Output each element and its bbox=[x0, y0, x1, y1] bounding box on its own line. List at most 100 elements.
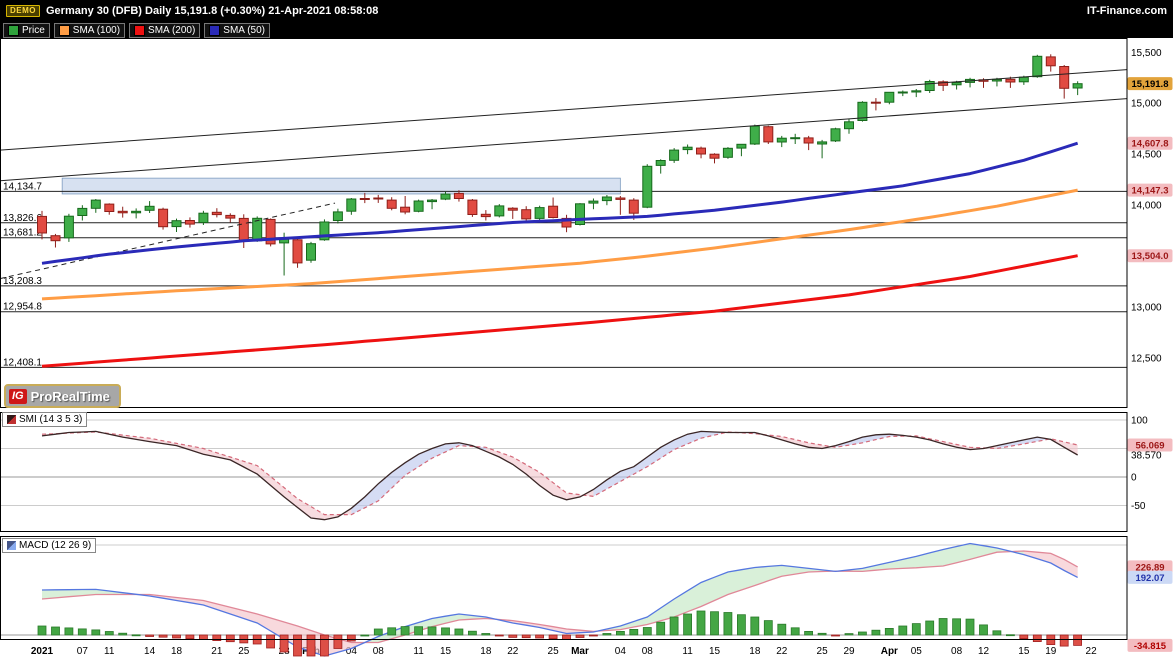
macd-indicator-chip[interactable]: MACD (12 26 9) bbox=[2, 538, 97, 553]
sma200-swatch-icon bbox=[134, 24, 146, 36]
price-swatch-icon bbox=[8, 24, 19, 36]
svg-text:56.069: 56.069 bbox=[1135, 441, 1164, 452]
price-tick: 12,500 bbox=[1131, 354, 1162, 365]
level-label: 14,134.7 bbox=[3, 181, 42, 192]
price-tick: 13,000 bbox=[1131, 303, 1162, 314]
trendline bbox=[0, 98, 1128, 182]
svg-text:Mar: Mar bbox=[571, 646, 589, 657]
level-label: 13,681.2 bbox=[3, 228, 42, 239]
smi-signal-line bbox=[41, 431, 1078, 516]
svg-text:15: 15 bbox=[709, 646, 721, 657]
prorealtime-label: ProRealTime bbox=[30, 388, 110, 404]
svg-text:05: 05 bbox=[911, 646, 923, 657]
svg-text:14,607.8: 14,607.8 bbox=[1132, 139, 1169, 150]
axis-badge: 13,504.0 bbox=[1127, 249, 1173, 263]
prorealtime-watermark: IG ProRealTime bbox=[4, 384, 121, 408]
svg-text:18: 18 bbox=[480, 646, 492, 657]
svg-text:04: 04 bbox=[346, 646, 358, 657]
sma100-swatch-icon bbox=[58, 24, 70, 36]
axis-badge: 15,191.8 bbox=[1127, 77, 1173, 91]
axis-badge: -34.815 bbox=[1127, 638, 1173, 652]
svg-text:08: 08 bbox=[373, 646, 385, 657]
sma-50-line bbox=[41, 141, 1079, 265]
svg-text:08: 08 bbox=[642, 646, 654, 657]
svg-text:11: 11 bbox=[104, 646, 115, 657]
svg-text:29: 29 bbox=[843, 646, 855, 657]
smi-label: SMI (14 3 5 3) bbox=[19, 414, 83, 425]
svg-text:11: 11 bbox=[413, 646, 424, 657]
svg-text:22: 22 bbox=[1086, 646, 1098, 657]
price-panel: 14,134.7 13,826.6 13,681.2 13,208.3 12,954.8… bbox=[0, 38, 1173, 408]
level-label: 12,954.8 bbox=[3, 302, 42, 313]
svg-text:22: 22 bbox=[776, 646, 788, 657]
legend-sma-100[interactable]: SMA (100) bbox=[53, 22, 126, 38]
sma50-swatch-icon bbox=[209, 24, 221, 36]
svg-text:25: 25 bbox=[238, 646, 250, 657]
smi-main-line bbox=[41, 430, 1078, 521]
dashed-trendline bbox=[0, 202, 336, 280]
macd-histogram bbox=[37, 610, 1082, 657]
svg-text:08: 08 bbox=[951, 646, 963, 657]
price-tick: 15,000 bbox=[1131, 99, 1162, 110]
brand-label: IT-Finance.com bbox=[1086, 5, 1167, 17]
header-bar: DEMO Germany 30 (DFB) Daily 15,191.8 (+0… bbox=[0, 0, 1173, 22]
svg-text:192.07: 192.07 bbox=[1135, 573, 1164, 584]
axis-badge: 56.069 bbox=[1127, 438, 1173, 452]
sma-100-line bbox=[41, 188, 1078, 301]
svg-text:12: 12 bbox=[978, 646, 990, 657]
svg-text:14: 14 bbox=[144, 646, 156, 657]
svg-text:04: 04 bbox=[615, 646, 627, 657]
svg-text:21: 21 bbox=[211, 646, 223, 657]
smi-tick: 0 bbox=[1131, 472, 1137, 483]
highlight-band bbox=[61, 177, 621, 195]
svg-text:18: 18 bbox=[749, 646, 761, 657]
svg-text:2021: 2021 bbox=[31, 646, 54, 657]
svg-text:15: 15 bbox=[440, 646, 452, 657]
axis-badge: 192.07 bbox=[1127, 570, 1173, 584]
legend-price-label: Price bbox=[22, 24, 45, 36]
svg-text:13,504.0: 13,504.0 bbox=[1132, 251, 1169, 262]
svg-text:11: 11 bbox=[682, 646, 693, 657]
level-label: 13,208.3 bbox=[3, 276, 42, 287]
smi-value-label: 38.570 bbox=[1131, 451, 1162, 462]
smi-tick: 100 bbox=[1131, 415, 1148, 426]
svg-text:15: 15 bbox=[1018, 646, 1030, 657]
price-tick: 14,000 bbox=[1131, 201, 1162, 212]
axis-badge: 14,607.8 bbox=[1127, 136, 1173, 150]
svg-text:22: 22 bbox=[507, 646, 519, 657]
macd-line bbox=[41, 542, 1078, 657]
macd-label: MACD (12 26 9) bbox=[19, 540, 92, 551]
price-tick: 14,500 bbox=[1131, 150, 1162, 161]
level-label: 13,826.6 bbox=[3, 213, 42, 224]
svg-text:226.89: 226.89 bbox=[1135, 562, 1164, 573]
sma-200-line bbox=[41, 254, 1078, 368]
legend-sma-50[interactable]: SMA (50) bbox=[204, 22, 270, 38]
svg-text:14,147.3: 14,147.3 bbox=[1132, 186, 1169, 197]
price-tick: 15,500 bbox=[1131, 48, 1162, 59]
axis-badge: 14,147.3 bbox=[1127, 183, 1173, 197]
legend-sma200-label: SMA (200) bbox=[148, 24, 196, 36]
smi-icon bbox=[7, 415, 16, 424]
smi-tick: -50 bbox=[1131, 501, 1146, 512]
chart-title: Germany 30 (DFB) Daily 15,191.8 (+0.30%)… bbox=[46, 5, 379, 17]
svg-text:15,191.8: 15,191.8 bbox=[1132, 79, 1169, 90]
svg-text:25: 25 bbox=[817, 646, 829, 657]
trendline bbox=[0, 69, 1128, 151]
svg-text:07: 07 bbox=[77, 646, 89, 657]
legend-price[interactable]: Price bbox=[3, 22, 50, 38]
smi-indicator-chip[interactable]: SMI (14 3 5 3) bbox=[2, 412, 88, 427]
chart-canvas[interactable]: 202107111418212528Feb04081115182225Mar04… bbox=[0, 38, 1173, 660]
axis-badge: 226.89 bbox=[1127, 560, 1173, 574]
level-label: 12,408.1 bbox=[3, 357, 42, 368]
svg-text:18: 18 bbox=[171, 646, 183, 657]
x-axis: 202107111418212528Feb04081115182225Mar04… bbox=[31, 646, 1097, 657]
legend-sma-200[interactable]: SMA (200) bbox=[129, 22, 201, 38]
legend-sma50-label: SMA (50) bbox=[223, 24, 265, 36]
candles bbox=[37, 54, 1083, 276]
legend-bar: Price SMA (100) SMA (200) SMA (50) bbox=[0, 22, 1173, 38]
svg-text:-34.815: -34.815 bbox=[1134, 641, 1167, 652]
macd-signal-line bbox=[41, 550, 1078, 644]
